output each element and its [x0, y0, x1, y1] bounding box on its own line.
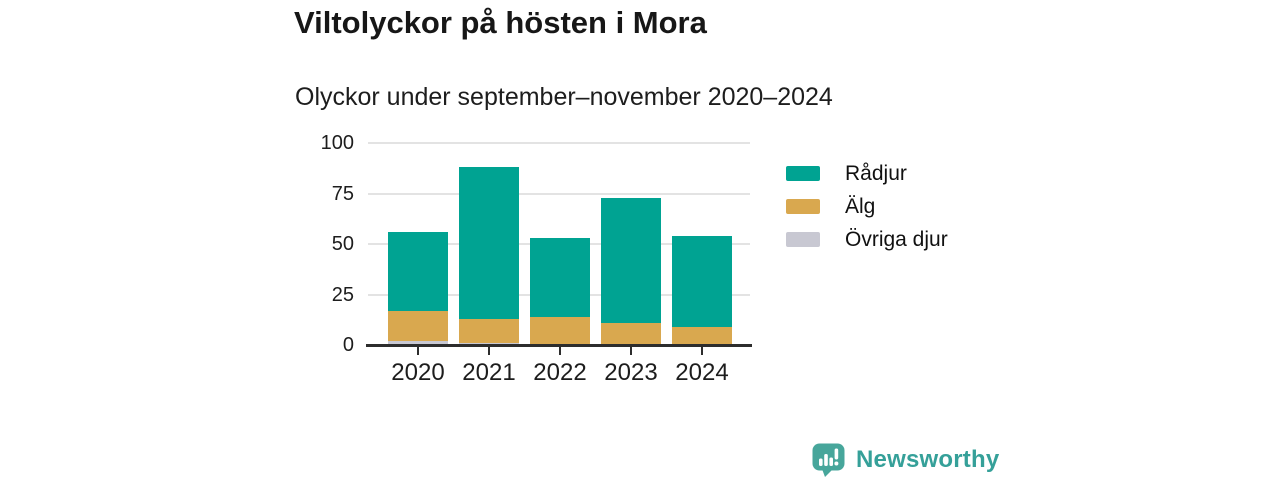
bar-segment: [601, 322, 661, 345]
legend-swatch: [786, 199, 820, 214]
x-axis-line: [366, 343, 752, 347]
bar-segment: [530, 237, 590, 317]
newsworthy-logo-icon: [812, 443, 845, 477]
x-axis-tick: [487, 347, 491, 355]
bar-segment: [459, 167, 519, 319]
legend-item: Rådjur: [786, 162, 948, 185]
bar-segment: [672, 326, 732, 345]
y-axis-label: 0: [342, 334, 354, 356]
chart-legend: Rådjur Älg Övriga djur: [786, 162, 948, 265]
bar-segment: [388, 310, 448, 341]
y-gridline: [368, 192, 750, 195]
x-axis-tick: [629, 347, 633, 355]
x-axis-label: 2022: [533, 359, 587, 386]
x-axis-tick: [700, 347, 704, 355]
branding: Newsworthy: [810, 441, 999, 478]
x-axis-label: 2020: [391, 359, 445, 386]
y-axis-label: 75: [331, 182, 354, 205]
bar-segment: [530, 316, 590, 345]
brand-wordmark: Newsworthy: [856, 445, 1000, 473]
legend-item: Älg: [786, 195, 948, 218]
x-axis-tick: [558, 347, 562, 355]
legend-label: Rådjur: [845, 162, 907, 185]
x-axis-label: 2023: [604, 359, 658, 386]
bar-segment: [459, 318, 519, 343]
legend-swatch: [786, 232, 820, 247]
legend-label: Övriga djur: [845, 228, 948, 251]
bar-segment: [388, 231, 448, 311]
x-axis-tick: [416, 347, 420, 355]
bar-segment: [388, 340, 448, 345]
bar-segment: [601, 197, 661, 323]
x-axis-label: 2024: [675, 359, 729, 386]
chart-subtitle: Olyckor under september–november 2020–20…: [295, 83, 833, 111]
legend-item: Övriga djur: [786, 228, 948, 251]
legend-label: Älg: [845, 195, 876, 218]
bar-segment: [672, 235, 732, 327]
y-gridline: [368, 142, 750, 144]
y-axis-label: 50: [331, 233, 354, 255]
y-axis-label: 100: [320, 132, 354, 154]
y-axis-label: 25: [331, 283, 354, 306]
legend-swatch: [786, 166, 820, 181]
chart-title: Viltolyckor på hösten i Mora: [294, 5, 707, 40]
x-axis-label: 2021: [462, 359, 516, 386]
